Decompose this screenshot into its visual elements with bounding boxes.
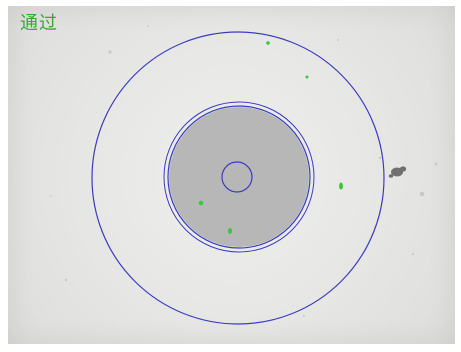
- inspection-overlay: [50, 25, 438, 325]
- defect-spot-icon: [228, 228, 232, 234]
- defect-spot-icon: [339, 182, 343, 190]
- defect-spot-icon: [266, 41, 270, 45]
- defect-spot-icon: [198, 200, 204, 206]
- defect-spot-icon: [305, 75, 309, 79]
- defect-spots: [198, 41, 343, 234]
- core-center-icon: [221, 161, 253, 193]
- core-boundary-icon: [167, 105, 311, 249]
- cladding-ring-icon: [91, 31, 385, 325]
- pass-status-label: 通过: [20, 13, 58, 34]
- debris-blob: [388, 166, 407, 178]
- core-region: [169, 107, 309, 247]
- texture-specks: [50, 25, 438, 317]
- fiber-inspection-viewport[interactable]: 通过: [8, 6, 455, 344]
- core-boundary-outer-icon: [163, 101, 315, 253]
